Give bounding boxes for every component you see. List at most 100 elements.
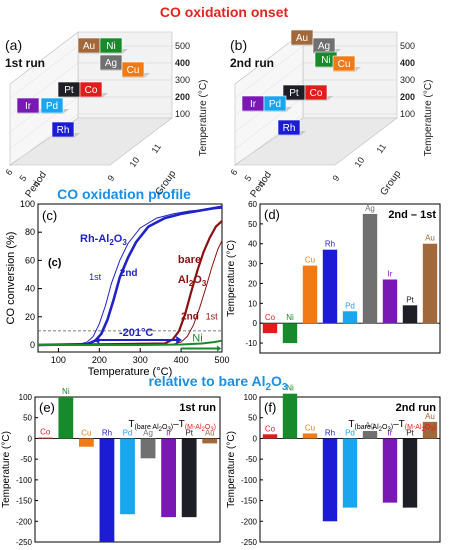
rh-1st-label: 1st — [89, 272, 102, 282]
y-tick-label: 50 — [23, 414, 32, 423]
onset-heading: CO oxidation onset — [160, 4, 289, 20]
element-tile-label: Co — [310, 88, 323, 99]
bar-label-co: Co — [265, 424, 276, 433]
co-conversion-line-chart: 0 20 40 60 80 100 100 200 300 400 500 Temperature (… — [5, 199, 230, 378]
ni-arrow-head — [217, 345, 222, 352]
element-tile-label: Ag — [318, 41, 330, 52]
bar-ni — [282, 393, 298, 439]
bare-2nd-label: 2nd — [181, 312, 199, 323]
element-tile-pd — [40, 97, 64, 114]
difference-bar-chart: -10 0 10 20 30 40 50 60 Temperature (°C) Co Ni Cu Rh… — [226, 200, 441, 354]
x-tick-label: 500 — [214, 355, 229, 365]
element-tile-label: Pd — [269, 99, 281, 110]
bar-au — [202, 438, 218, 444]
bar-ni — [58, 397, 74, 439]
group-tick-label: 9 — [330, 173, 341, 183]
bar-label-pt: Pt — [406, 295, 414, 304]
element-tile-label: Au — [83, 41, 95, 52]
temperature-tick-label: 400 — [400, 58, 415, 68]
bar-rh — [99, 438, 115, 542]
y-tick-label: 10 — [248, 299, 257, 308]
formula-label: T(bare Al2O3)–T(M-Al2O3) — [348, 419, 436, 433]
y-tick-label: -200 — [241, 517, 258, 526]
panel-label: (a) — [5, 37, 22, 53]
element-tile-cu — [121, 61, 145, 78]
bar-label-ag: Ag — [143, 428, 153, 437]
bar-label-ir: Ir — [388, 428, 393, 437]
x-tick-label: 100 — [51, 355, 66, 365]
bare-al2o3-label: Al2O3 — [178, 274, 207, 288]
element-tile-ni — [99, 37, 123, 54]
x-tick-label: 200 — [92, 355, 107, 365]
bar-rh — [322, 249, 338, 324]
panel-subtitle: 2nd run — [230, 56, 274, 70]
x-tick-label: 300 — [133, 355, 148, 365]
element-tile-label: Rh — [57, 125, 70, 136]
y-tick-label: 0 — [28, 434, 33, 443]
panel-subtitle: 2nd run — [396, 402, 437, 414]
bar-cu — [302, 433, 318, 439]
element-tile-label: Ni — [321, 55, 330, 66]
group-tick-label: 10 — [127, 155, 141, 169]
bar-label-cu: Cu — [305, 423, 315, 432]
bar-pd — [342, 311, 358, 324]
element-tile-rh — [51, 121, 75, 138]
bare-label: bare — [178, 254, 201, 266]
y-tick-label: 80 — [25, 227, 35, 237]
y-tick-label: -50 — [245, 455, 257, 464]
shift-label: -201°C — [119, 327, 153, 339]
bar-pd — [342, 438, 358, 508]
bar-co — [262, 434, 278, 439]
bar-label-pt: Pt — [406, 428, 414, 437]
y-tick-label: 40 — [248, 240, 257, 249]
y-tick-label: 60 — [25, 255, 35, 265]
y-axis-label: Temperature (°C) — [226, 240, 237, 317]
plot-frame — [259, 396, 441, 543]
element-tile-cu — [332, 55, 356, 72]
temperature-tick-label: 500 — [400, 41, 415, 51]
group-tick-label: 11 — [149, 142, 163, 155]
bar-label-ag: Ag — [365, 421, 375, 430]
element-tile-label: Ni — [106, 41, 115, 52]
relative-2nd-run-bar-chart: -250 -200 -150 -100 -50 0 50 100 Temperature (°C… — [226, 384, 441, 547]
bar-cu — [78, 438, 94, 447]
y-tick-label: -150 — [16, 497, 33, 506]
y-tick-label: 50 — [248, 414, 257, 423]
plot-frame — [37, 203, 223, 353]
formula-label: T(bare Al2O3)–T(M-Al2O3) — [128, 419, 216, 433]
y-axis-label: CO conversion (%) — [5, 232, 17, 325]
temperature-axis-label: Temperature (°C) — [198, 80, 209, 157]
temperature-tick-label: 100 — [400, 109, 415, 119]
rh-2nd-label: 2nd — [120, 268, 138, 279]
grid-line — [9, 96, 79, 150]
element-tile-label: Ir — [250, 99, 257, 110]
relative-1st-run-bar-chart: -250 -200 -150 -100 -50 0 50 100 Temperature (°C… — [1, 387, 221, 547]
period-axis-label: Period — [23, 170, 49, 200]
series-line-ni — [38, 339, 223, 346]
period-tick-label: 4 — [256, 179, 267, 189]
bar-label-pd: Pd — [345, 301, 355, 310]
bar-label-ir: Ir — [166, 428, 171, 437]
y-tick-label: 60 — [248, 200, 257, 209]
series-line-rh-1st — [37, 207, 223, 346]
element-tile-label: Cu — [338, 59, 351, 70]
y-tick-label: -250 — [16, 538, 33, 547]
y-tick-label: 20 — [25, 312, 35, 322]
bar-label-ni: Ni — [286, 384, 294, 393]
element-tile-label: Au — [296, 33, 308, 44]
bar-ni — [282, 323, 298, 344]
y-tick-label: 0 — [30, 340, 35, 350]
element-tile-ir — [16, 97, 40, 114]
plot-frame — [259, 203, 441, 354]
element-tile-label: Pd — [46, 101, 58, 112]
y-tick-label: 0 — [253, 434, 258, 443]
bar-label-pd: Pd — [345, 428, 355, 437]
y-tick-label: -100 — [16, 476, 33, 485]
element-tile-label: Ir — [25, 101, 32, 112]
temperature-tick-label: 500 — [175, 41, 190, 51]
group-tick-label: 11 — [374, 142, 388, 155]
element-tile-co — [79, 81, 103, 98]
profile-heading: CO oxidation profile — [57, 186, 191, 202]
bar-rh — [322, 438, 338, 522]
